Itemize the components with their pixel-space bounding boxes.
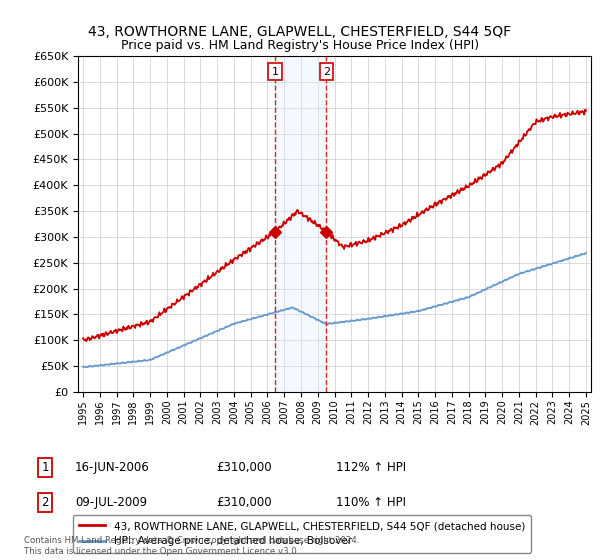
Text: 2: 2 [41, 496, 49, 509]
Text: 09-JUL-2009: 09-JUL-2009 [75, 496, 147, 509]
Text: 1: 1 [272, 67, 278, 77]
Text: £310,000: £310,000 [216, 461, 272, 474]
Text: 1: 1 [41, 461, 49, 474]
Text: Contains HM Land Registry data © Crown copyright and database right 2024.
This d: Contains HM Land Registry data © Crown c… [24, 536, 359, 556]
Text: 16-JUN-2006: 16-JUN-2006 [75, 461, 150, 474]
Legend: 43, ROWTHORNE LANE, GLAPWELL, CHESTERFIELD, S44 5QF (detached house), HPI: Avera: 43, ROWTHORNE LANE, GLAPWELL, CHESTERFIE… [73, 515, 531, 553]
Text: £310,000: £310,000 [216, 496, 272, 509]
Text: 112% ↑ HPI: 112% ↑ HPI [336, 461, 406, 474]
Text: 2: 2 [323, 67, 330, 77]
Text: 110% ↑ HPI: 110% ↑ HPI [336, 496, 406, 509]
Text: 43, ROWTHORNE LANE, GLAPWELL, CHESTERFIELD, S44 5QF: 43, ROWTHORNE LANE, GLAPWELL, CHESTERFIE… [88, 25, 512, 39]
Bar [275, 56, 326, 392]
Text: Price paid vs. HM Land Registry's House Price Index (HPI): Price paid vs. HM Land Registry's House … [121, 39, 479, 52]
